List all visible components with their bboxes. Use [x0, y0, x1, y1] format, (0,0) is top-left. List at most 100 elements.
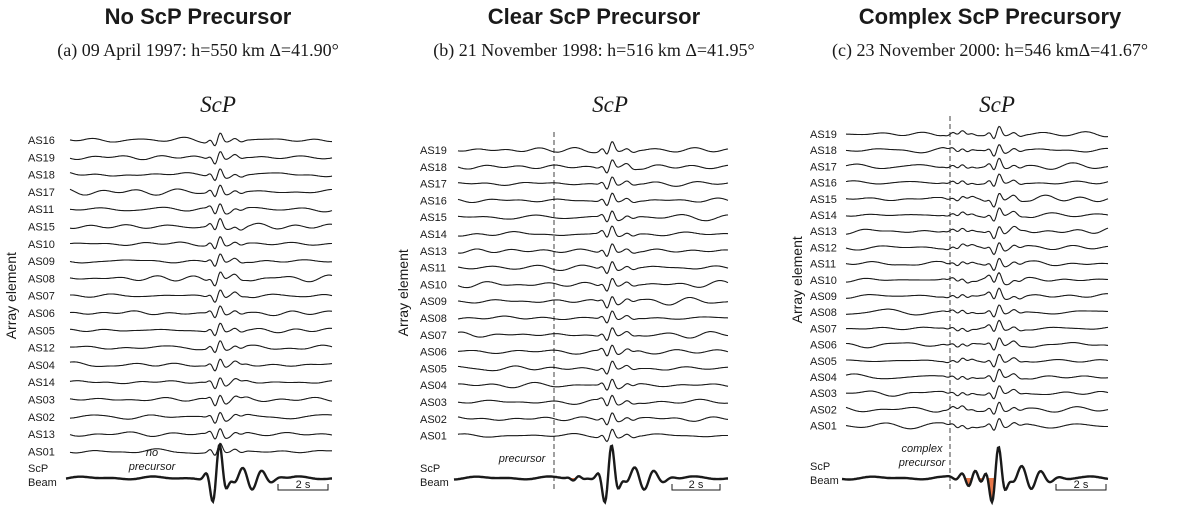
- y-axis-label: Array element: [792, 236, 805, 323]
- station-trace: [457, 296, 729, 309]
- beam-label: Beam: [420, 477, 449, 489]
- station-label: AS13: [28, 429, 55, 441]
- station-label: AS02: [28, 412, 55, 424]
- precursor-fill: [946, 478, 998, 503]
- station-label: AS05: [28, 325, 55, 337]
- station-trace: [845, 144, 1109, 157]
- station-label: AS19: [420, 145, 447, 157]
- station-label: AS02: [810, 404, 837, 416]
- station-trace: [457, 394, 728, 407]
- station-label: AS13: [810, 226, 837, 238]
- seismogram-figure: ScP Array element AS19 AS18 AS17 AS16 AS15 AS14…: [792, 92, 1109, 506]
- station-label: AS01: [810, 421, 837, 433]
- station-trace: [845, 368, 1108, 383]
- station-trace: [457, 243, 729, 258]
- station-label: AS03: [420, 397, 447, 409]
- station-label: AS17: [28, 187, 55, 199]
- station-label: AS12: [810, 242, 837, 254]
- station-label: AS07: [810, 323, 837, 335]
- panel-a: No ScP Precursor (a) 09 April 1997: h=55…: [0, 0, 396, 524]
- station-label: AS08: [420, 313, 447, 325]
- panel-subtitle: (b) 21 November 1998: h=516 km Δ=41.95°: [433, 40, 755, 60]
- time-scale-bar: [277, 484, 329, 491]
- seismogram-figure: ScP Array element AS19 AS18 AS17 AS16 AS15 AS14…: [396, 92, 729, 505]
- panel-subtitle: (c) 23 November 2000: h=546 kmΔ=41.67°: [831, 40, 1149, 60]
- station-trace: [70, 289, 333, 304]
- station-trace: [457, 176, 729, 190]
- panel-title: No ScP Precursor: [104, 4, 292, 29]
- station-trace: [69, 442, 332, 456]
- station-label: AS09: [420, 296, 447, 308]
- station-label: AS06: [420, 347, 447, 359]
- station-label: AS10: [420, 279, 447, 291]
- station-label: AS11: [28, 204, 54, 216]
- station-trace: [70, 322, 333, 337]
- annotation: precursor: [498, 453, 547, 465]
- station-trace: [69, 132, 332, 147]
- station-trace: [69, 271, 333, 287]
- station-label: AS15: [28, 222, 55, 234]
- y-axis-label: Array element: [396, 249, 411, 336]
- annotation: no: [146, 447, 158, 459]
- beam-label: Beam: [28, 477, 57, 489]
- station-trace: [845, 319, 1109, 333]
- station-trace: [457, 159, 729, 174]
- station-label: AS14: [420, 229, 447, 241]
- station-label: AS16: [28, 135, 55, 147]
- station-trace: [846, 353, 1109, 368]
- panel-subtitle: (a) 09 April 1997: h=550 km Δ=41.90°: [57, 40, 339, 60]
- station-trace: [457, 277, 729, 292]
- station-trace: [845, 257, 1109, 272]
- station-label: AS07: [28, 291, 55, 303]
- station-label: AS16: [810, 178, 837, 190]
- panel-b: Clear ScP Precursor (b) 21 November 1998…: [396, 0, 792, 524]
- scale-label: 2 s: [296, 479, 311, 491]
- station-trace: [846, 337, 1109, 351]
- station-label: AS12: [28, 343, 55, 355]
- station-trace: [457, 225, 729, 238]
- beam-trace: [65, 443, 332, 505]
- phase-label: ScP: [200, 92, 236, 117]
- station-label: AS11: [420, 263, 446, 275]
- seismogram-figure: ScP Array element AS16 AS19 AS18 AS17 AS11 AS15…: [3, 92, 333, 505]
- y-axis-label: Array element: [3, 252, 19, 339]
- station-label: AS13: [420, 246, 447, 258]
- station-label: AS19: [28, 152, 55, 164]
- station-label: AS09: [28, 256, 55, 268]
- station-trace: [69, 411, 333, 425]
- station-label: AS05: [810, 356, 837, 368]
- station-trace: [845, 193, 1109, 208]
- station-trace: [70, 235, 332, 250]
- station-trace: [69, 358, 333, 372]
- station-label: AS01: [420, 431, 447, 443]
- station-label: AS08: [810, 307, 837, 319]
- station-label: AS04: [810, 372, 837, 384]
- station-trace: [69, 217, 333, 231]
- station-trace: [457, 310, 729, 324]
- station-trace: [457, 327, 729, 342]
- panel-title: Clear ScP Precursor: [487, 4, 701, 29]
- panel-title: Complex ScP Precursory: [858, 4, 1122, 29]
- station-label: AS18: [28, 170, 55, 182]
- station-label: AS05: [420, 363, 447, 375]
- station-trace: [845, 207, 1109, 222]
- station-trace: [69, 168, 333, 182]
- station-trace: [69, 394, 333, 407]
- station-trace: [846, 271, 1109, 286]
- beam-trace: [453, 444, 728, 505]
- station-label: AS15: [810, 194, 837, 206]
- time-scale-bar: [1055, 484, 1107, 491]
- station-trace: [457, 192, 729, 207]
- station-label: AS10: [28, 239, 55, 251]
- station-trace: [845, 173, 1109, 187]
- station-trace: [457, 412, 729, 426]
- station-label: AS17: [420, 179, 447, 191]
- station-label: AS07: [420, 330, 447, 342]
- station-label: AS03: [28, 395, 55, 407]
- station-trace: [69, 377, 333, 390]
- beam-label: Beam: [810, 475, 839, 487]
- station-trace: [69, 253, 332, 268]
- station-trace: [845, 417, 1108, 432]
- scale-label: 2 s: [1074, 479, 1089, 491]
- station-label: AS19: [810, 129, 837, 141]
